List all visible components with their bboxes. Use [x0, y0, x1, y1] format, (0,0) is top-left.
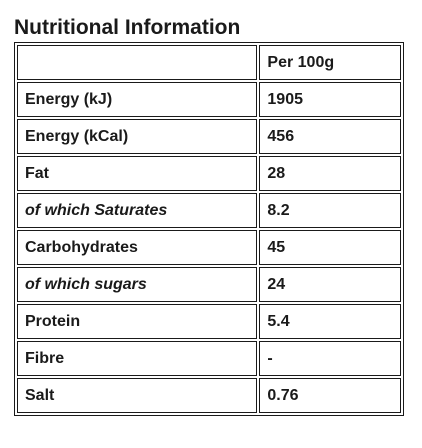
nutrient-value: 45 — [259, 230, 401, 265]
table-row: Carbohydrates 45 — [17, 230, 401, 265]
nutrient-value: - — [259, 341, 401, 376]
nutrient-value: 1905 — [259, 82, 401, 117]
header-cell-nutrient — [17, 45, 258, 80]
table-row: Energy (kCal) 456 — [17, 119, 401, 154]
nutrient-label: Fibre — [17, 341, 258, 376]
table-row: Energy (kJ) 1905 — [17, 82, 401, 117]
table-row: Fat 28 — [17, 156, 401, 191]
nutrition-table: Per 100g Energy (kJ) 1905 Energy (kCal) … — [14, 42, 404, 416]
header-cell-per-100g: Per 100g — [259, 45, 401, 80]
nutrient-label: Energy (kCal) — [17, 119, 258, 154]
nutrient-label: Protein — [17, 304, 258, 339]
page-title: Nutritional Information — [14, 16, 241, 39]
nutrient-value: 0.76 — [259, 378, 401, 413]
nutrient-label: of which sugars — [17, 267, 258, 302]
nutrient-value: 5.4 — [259, 304, 401, 339]
table-row: of which Saturates 8.2 — [17, 193, 401, 228]
nutrient-label: Energy (kJ) — [17, 82, 258, 117]
table-row: of which sugars 24 — [17, 267, 401, 302]
nutrient-value: 24 — [259, 267, 401, 302]
nutrient-label: Fat — [17, 156, 258, 191]
table-row: Salt 0.76 — [17, 378, 401, 413]
nutrient-value: 28 — [259, 156, 401, 191]
table-header-row: Per 100g — [17, 45, 401, 80]
table-row: Protein 5.4 — [17, 304, 401, 339]
nutrient-label: Carbohydrates — [17, 230, 258, 265]
nutrient-label: Salt — [17, 378, 258, 413]
nutrient-value: 8.2 — [259, 193, 401, 228]
nutrient-value: 456 — [259, 119, 401, 154]
nutrient-label: of which Saturates — [17, 193, 258, 228]
table-row: Fibre - — [17, 341, 401, 376]
